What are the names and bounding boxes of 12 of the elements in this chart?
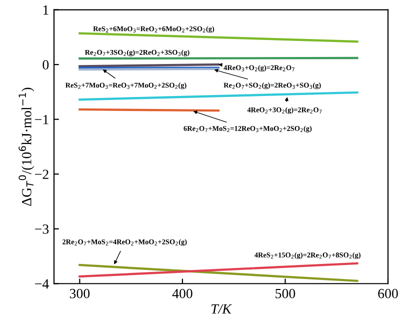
x-axis-title: T/K (211, 304, 232, 314)
y-tick-label: −1 (35, 114, 48, 124)
y-tick-label: 0 (42, 60, 49, 70)
x-tick-label: 400 (172, 288, 192, 298)
x-tick-label: 500 (276, 288, 296, 298)
y-tick-label: −3 (35, 224, 49, 234)
y-tick-label: 1 (43, 5, 48, 15)
y-tick-label: −2 (35, 170, 48, 179)
x-tick-label: 300 (70, 288, 90, 298)
y-axis-title: ΔG$_{T}$$^{0}$/(10$^{6}$kJ·mol$^{−1}$) (18, 88, 34, 206)
x-tick-label: 600 (378, 288, 398, 298)
y-tick-label: −4 (35, 279, 49, 288)
